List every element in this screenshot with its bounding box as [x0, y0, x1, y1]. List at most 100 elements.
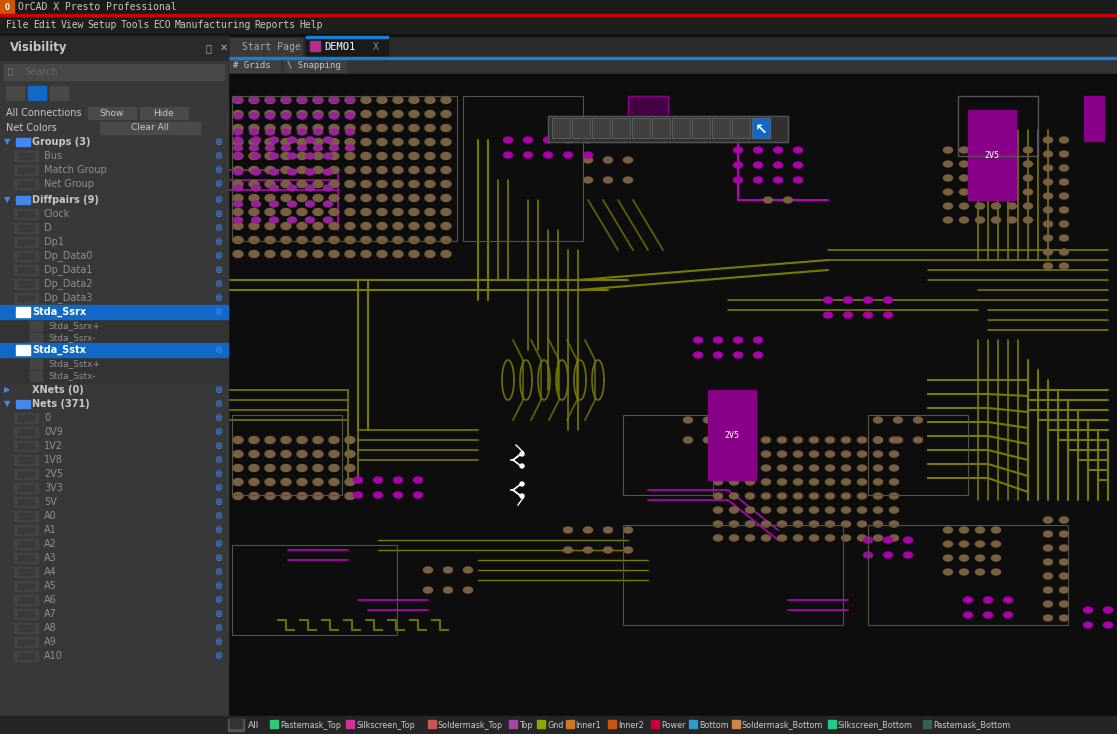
Ellipse shape [884, 297, 892, 303]
Ellipse shape [960, 541, 968, 547]
Text: Visibility: Visibility [10, 42, 67, 54]
Text: Dp_Data3: Dp_Data3 [44, 293, 93, 303]
Ellipse shape [694, 352, 703, 358]
Ellipse shape [393, 153, 403, 159]
Ellipse shape [1060, 517, 1069, 523]
Bar [572, 118, 590, 138]
Ellipse shape [762, 521, 771, 527]
Ellipse shape [378, 195, 386, 202]
Ellipse shape [345, 236, 355, 244]
Text: Show: Show [99, 109, 124, 117]
Text: Groups (3): Groups (3) [32, 137, 90, 147]
Ellipse shape [287, 153, 296, 159]
Bar [652, 118, 670, 138]
Ellipse shape [841, 437, 850, 443]
Ellipse shape [1043, 221, 1052, 227]
Ellipse shape [623, 547, 632, 553]
Text: ⊗: ⊗ [214, 165, 222, 175]
Ellipse shape [324, 153, 333, 159]
Ellipse shape [441, 222, 451, 230]
Ellipse shape [825, 521, 834, 527]
Ellipse shape [269, 201, 278, 207]
Ellipse shape [810, 437, 819, 443]
Ellipse shape [623, 527, 632, 533]
Bar [18, 569, 34, 575]
Text: Match Group: Match Group [44, 165, 107, 175]
Ellipse shape [960, 555, 968, 561]
Ellipse shape [863, 537, 872, 543]
Ellipse shape [764, 197, 773, 203]
Bar [15, 427, 38, 437]
Text: ▼: ▼ [4, 399, 10, 409]
Ellipse shape [424, 96, 435, 103]
Bar [15, 413, 38, 423]
Ellipse shape [393, 181, 403, 187]
Ellipse shape [265, 111, 275, 117]
Ellipse shape [714, 437, 723, 443]
Ellipse shape [563, 527, 573, 533]
Ellipse shape [345, 208, 355, 216]
Bar [0, 36, 228, 60]
Ellipse shape [314, 113, 323, 119]
Ellipse shape [825, 507, 834, 513]
Text: 0: 0 [44, 413, 50, 423]
Ellipse shape [409, 139, 419, 145]
Ellipse shape [1008, 203, 1016, 209]
Text: A10: A10 [44, 651, 63, 661]
Ellipse shape [734, 147, 743, 153]
Ellipse shape [714, 479, 723, 485]
Ellipse shape [704, 437, 713, 443]
Ellipse shape [249, 129, 258, 135]
Ellipse shape [330, 236, 338, 244]
Ellipse shape [297, 250, 307, 258]
Ellipse shape [249, 451, 259, 457]
Ellipse shape [443, 587, 452, 593]
Ellipse shape [603, 177, 612, 183]
Ellipse shape [583, 527, 592, 533]
Ellipse shape [729, 493, 738, 499]
Text: D: D [44, 223, 51, 233]
Ellipse shape [858, 535, 867, 541]
Bar [0, 425, 228, 439]
Ellipse shape [810, 493, 819, 499]
Ellipse shape [409, 153, 419, 159]
Bar [18, 485, 34, 491]
Ellipse shape [745, 521, 754, 527]
Ellipse shape [729, 451, 738, 457]
Text: ⊗: ⊗ [214, 151, 222, 161]
Ellipse shape [378, 236, 386, 244]
Ellipse shape [964, 597, 973, 603]
Text: Net Colors: Net Colors [6, 123, 57, 133]
Ellipse shape [393, 236, 403, 244]
Ellipse shape [724, 437, 733, 443]
Ellipse shape [409, 195, 419, 202]
Ellipse shape [583, 177, 592, 183]
Bar [18, 513, 34, 519]
Ellipse shape [1043, 587, 1052, 593]
Ellipse shape [810, 535, 819, 541]
Ellipse shape [841, 521, 850, 527]
Text: Silkscreen_Bottom: Silkscreen_Bottom [838, 721, 913, 730]
Bar [15, 223, 38, 233]
Ellipse shape [1060, 137, 1069, 143]
Ellipse shape [762, 451, 771, 457]
Text: A1: A1 [44, 525, 57, 535]
Ellipse shape [249, 250, 259, 258]
Ellipse shape [793, 479, 802, 485]
Ellipse shape [745, 479, 754, 485]
Ellipse shape [1003, 597, 1012, 603]
Bar [0, 621, 228, 635]
Ellipse shape [793, 535, 802, 541]
Ellipse shape [233, 465, 244, 471]
Ellipse shape [825, 465, 834, 471]
Ellipse shape [777, 451, 786, 457]
Bar [689, 720, 697, 728]
Ellipse shape [330, 479, 338, 485]
Bar [230, 718, 242, 728]
Ellipse shape [233, 201, 242, 207]
Text: Edit: Edit [34, 20, 57, 30]
Bar [509, 720, 517, 728]
Text: ⊗: ⊗ [214, 413, 222, 423]
Bar [0, 551, 228, 565]
Ellipse shape [745, 507, 754, 513]
